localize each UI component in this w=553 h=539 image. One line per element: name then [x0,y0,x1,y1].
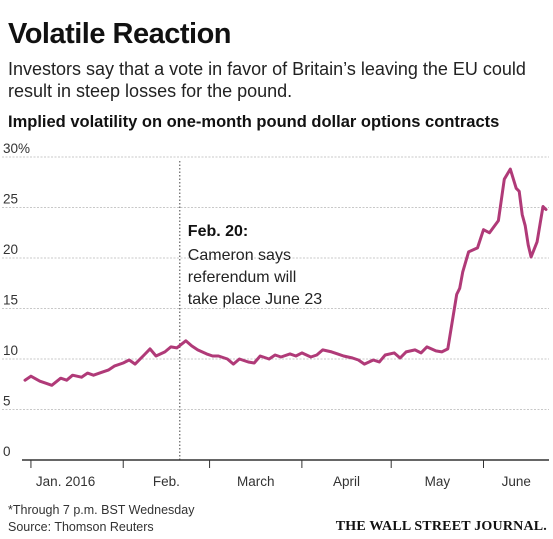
data-series [23,167,548,387]
chart-subtitle: Implied volatility on one-month pound do… [8,113,500,131]
y-tick-labels: 0 5 10 15 20 25 30% [3,141,30,459]
chart-title: Volatile Reaction [8,18,232,50]
x-axis: Jan. 2016 Feb. March April May June [22,459,549,489]
annotation-line: take place June 23 [188,291,322,308]
y-tick-label: 0 [3,444,11,459]
y-tick-label: 5 [3,394,11,409]
x-tick-label: March [237,474,275,489]
y-tick-label: 30% [3,141,30,156]
x-tick-label: May [425,474,451,489]
annotation-title: Feb. 20: [188,223,248,240]
y-tick-label: 20 [3,242,18,257]
publisher-logo: THE WALL STREET JOURNAL. [335,519,547,534]
x-tick-label: Feb. [153,474,180,489]
line-chart: 0 5 10 15 20 25 30% Feb. 20: Cameron says refere… [2,141,549,489]
annotation-line: referendum will [188,269,296,286]
annotation: Feb. 20: Cameron says referendum will take … [179,161,322,460]
footnote: *Through 7 p.m. BST Wednesday [8,503,195,517]
y-tick-label: 25 [3,192,18,207]
x-tick-label: April [333,474,360,489]
x-tick-label: June [502,474,531,489]
y-tick-label: 15 [3,293,18,308]
source-note: Source: Thomson Reuters [8,520,154,534]
gridlines [2,156,549,410]
chart-dek: Investors say that a vote in favor of Br… [8,59,526,101]
y-tick-label: 10 [3,343,18,358]
annotation-line: Cameron says [188,247,291,264]
x-tick-label: Jan. 2016 [36,474,95,489]
series-line [23,167,548,387]
